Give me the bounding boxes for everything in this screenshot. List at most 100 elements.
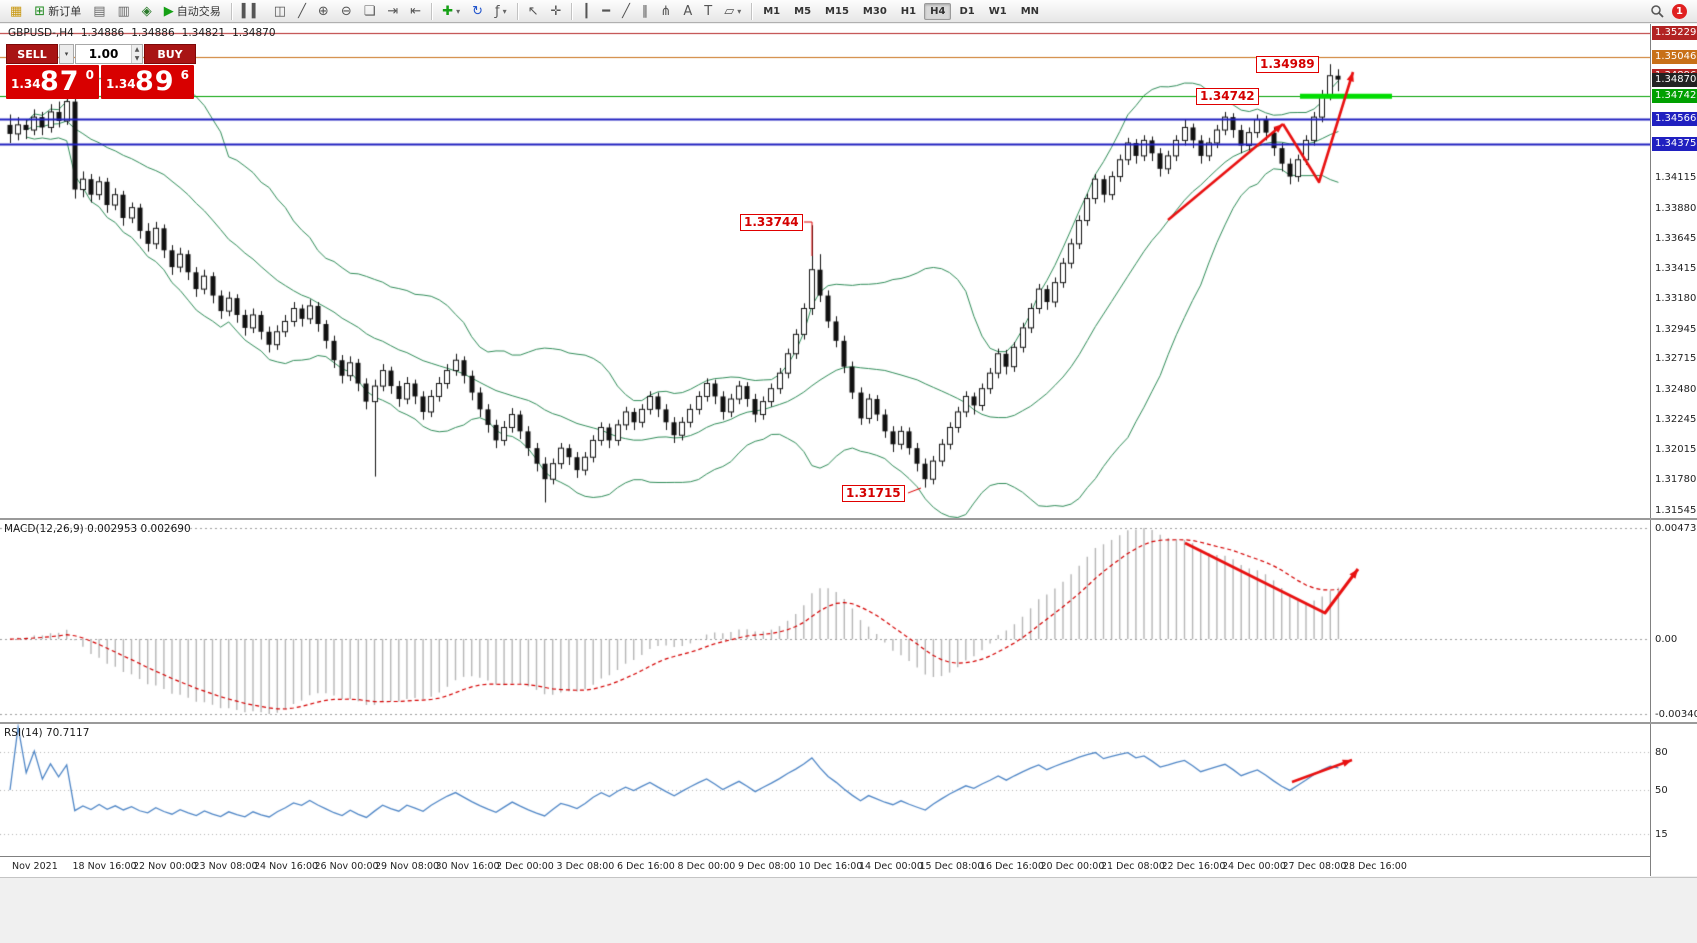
macd-panel-canvas[interactable] xyxy=(0,520,1650,722)
macd-axis-max: 0.004733 xyxy=(1655,523,1697,534)
auto-scroll-icon: ⇥ xyxy=(387,3,399,19)
timeframe-d1-button[interactable]: D1 xyxy=(959,5,975,17)
shapes-caret-icon: ▾ xyxy=(737,6,742,16)
horizontal-line-icon: ━ xyxy=(602,3,611,19)
sell-button[interactable]: SELL xyxy=(6,44,58,64)
bar-close-value: 1.34870 xyxy=(232,27,276,39)
timeframe-m15-button[interactable]: M15 xyxy=(825,5,849,17)
navigator-button[interactable]: ◈ xyxy=(137,1,157,22)
macd-axis-min: -0.003403 xyxy=(1655,709,1697,720)
chart-symbol-period: GBPUSD-,H4 xyxy=(8,27,74,39)
ask-price-button[interactable]: 1.34 89 6 xyxy=(101,65,194,99)
timeframe-h1-button[interactable]: H1 xyxy=(900,5,917,17)
time-axis-label: 20 Dec 00:00 xyxy=(1040,861,1105,872)
crosshair-button[interactable]: ✛ xyxy=(546,1,567,22)
price-annotation-label[interactable]: 1.34742 xyxy=(1196,88,1259,105)
search-icon[interactable] xyxy=(1650,4,1664,18)
new-chart-caret-icon: ▾ xyxy=(456,6,461,16)
ask-price-pip: 6 xyxy=(180,68,189,82)
time-axis-label: 22 Nov 00:00 xyxy=(133,861,198,872)
panel-splitter[interactable] xyxy=(0,518,1697,520)
time-axis-label: 22 Dec 16:00 xyxy=(1161,861,1226,872)
price-axis-tick: 1.33415 xyxy=(1655,262,1697,274)
bid-price-button[interactable]: 1.34 87 0 xyxy=(6,65,99,99)
new-order-button[interactable]: ⊞ 新订单 xyxy=(29,1,86,22)
auto-scroll-button[interactable]: ⇥ xyxy=(382,1,403,22)
price-annotation-label[interactable]: 1.33744 xyxy=(740,214,803,231)
volume-dropdown-icon[interactable]: ▾ xyxy=(59,44,74,64)
bar-low-value: 1.34821 xyxy=(181,27,226,39)
bid-price-big: 87 xyxy=(40,66,80,97)
time-axis-label: 18 Nov 16:00 xyxy=(72,861,137,872)
macd-axis-zero: 0.00 xyxy=(1655,634,1678,646)
macd-indicator-label: MACD(12,26,9) 0.002953 0.002690 xyxy=(4,523,191,535)
cursor-button[interactable]: ↖ xyxy=(523,1,544,22)
zoom-in-button[interactable]: ⊕ xyxy=(313,1,334,22)
vertical-line-button[interactable]: ┃ xyxy=(577,1,595,22)
tile-windows-button[interactable]: ❏ xyxy=(359,1,381,22)
text-button[interactable]: A xyxy=(678,1,697,22)
time-axis-label: 6 Dec 16:00 xyxy=(617,861,675,872)
volume-down-icon[interactable]: ▼ xyxy=(132,54,142,63)
price-axis[interactable]: 1.34115 1.33880 1.33645 1.33415 1.33180 1.329… xyxy=(1650,24,1697,876)
price-annotation-label[interactable]: 1.34989 xyxy=(1256,56,1319,73)
fibonacci-button[interactable]: ⋔ xyxy=(655,1,676,22)
candlestick-chart-button[interactable]: ◫ xyxy=(269,1,291,22)
new-chart-icon: ✚ xyxy=(442,3,454,19)
rsi-axis-level: 80 xyxy=(1655,747,1668,759)
indicators-list-caret-icon: ▾ xyxy=(502,6,507,16)
price-axis-tick: 1.31545 xyxy=(1655,504,1697,516)
toolbar-separator xyxy=(571,2,573,20)
price-axis-tick: 1.31780 xyxy=(1655,474,1697,486)
trendline-button[interactable]: ╱ xyxy=(617,1,635,22)
panel-splitter[interactable] xyxy=(0,722,1697,724)
timeframe-m5-button[interactable]: M5 xyxy=(794,5,812,17)
main-chart-canvas[interactable] xyxy=(0,24,1650,518)
bar-chart-icon: ▍▍ xyxy=(241,3,262,19)
volume-up-icon[interactable]: ▲ xyxy=(132,45,142,54)
time-axis[interactable]: Nov 2021 18 Nov 16:00 22 Nov 00:00 23 Nov 0… xyxy=(0,856,1650,877)
shapes-icon: ▱ xyxy=(724,3,735,19)
autotrading-button[interactable]: ▶ 自动交易 xyxy=(159,1,226,22)
timeframe-m30-button[interactable]: M30 xyxy=(862,5,887,17)
price-annotation-label[interactable]: 1.31715 xyxy=(842,485,905,502)
time-axis-label: 21 Dec 08:00 xyxy=(1101,861,1165,872)
equidistant-channel-button[interactable]: ∥ xyxy=(637,1,654,22)
timeframe-w1-button[interactable]: W1 xyxy=(988,5,1007,17)
time-axis-label: 15 Dec 08:00 xyxy=(919,861,984,872)
line-chart-button[interactable]: ╱ xyxy=(293,1,311,22)
indicators-list-button[interactable]: ƒ ▾ xyxy=(490,1,512,22)
rsi-axis-level: 15 xyxy=(1655,829,1668,841)
chart-window-button[interactable]: ▦ xyxy=(5,1,27,22)
volume-input[interactable] xyxy=(76,45,131,63)
price-axis-tick: 1.32245 xyxy=(1655,414,1697,426)
price-axis-tick: 1.32715 xyxy=(1655,353,1697,365)
horizontal-line-button[interactable]: ━ xyxy=(597,1,615,22)
data-window-button[interactable]: ▥ xyxy=(113,1,135,22)
toolbar-separator xyxy=(516,2,518,20)
bottom-blank-area xyxy=(0,877,1697,943)
market-watch-button[interactable]: ▤ xyxy=(88,1,110,22)
text-label-button[interactable]: T xyxy=(699,1,717,22)
data-window-icon: ▥ xyxy=(117,3,130,19)
bar-chart-button[interactable]: ▍▍ xyxy=(237,1,267,22)
period-refresh-button[interactable]: ↻ xyxy=(467,1,488,22)
buy-button[interactable]: BUY xyxy=(144,44,196,64)
time-axis-label: 24 Dec 00:00 xyxy=(1222,861,1286,872)
time-axis-label: 26 Nov 00:00 xyxy=(314,861,379,872)
period-refresh-icon: ↻ xyxy=(472,3,484,19)
timeframe-m1-button[interactable]: M1 xyxy=(763,5,781,17)
zoom-out-button[interactable]: ⊖ xyxy=(336,1,357,22)
line-chart-icon: ╱ xyxy=(298,3,306,19)
autotrading-icon: ▶ xyxy=(163,3,174,19)
notification-badge[interactable]: 1 xyxy=(1672,3,1687,19)
rsi-panel-canvas[interactable] xyxy=(0,724,1650,856)
chart-shift-button[interactable]: ⇤ xyxy=(405,1,426,22)
timeframe-mn-button[interactable]: MN xyxy=(1020,5,1040,17)
new-chart-button[interactable]: ✚ ▾ xyxy=(437,1,465,22)
one-click-trading-panel: SELL ▾ ▲ ▼ BUY 1.34 87 0 1.34 89 6 xyxy=(6,44,196,99)
tile-windows-icon: ❏ xyxy=(363,3,376,19)
timeframe-h4-button[interactable]: H4 xyxy=(924,2,952,20)
main-toolbar: ▦ ⊞ 新订单 ▤ ▥ ◈ ▶ 自动交易 ▍▍ ◫ ╱ ⊕ ⊖ ❏ ⇥ ⇤ ✚ ▾ ↻ ƒ ▾ ↖ ✛ ┃ ━ ╱ ∥ ⋔ A T ▱ ▾ M… xyxy=(0,0,1697,23)
shapes-button[interactable]: ▱ ▾ xyxy=(719,1,746,22)
